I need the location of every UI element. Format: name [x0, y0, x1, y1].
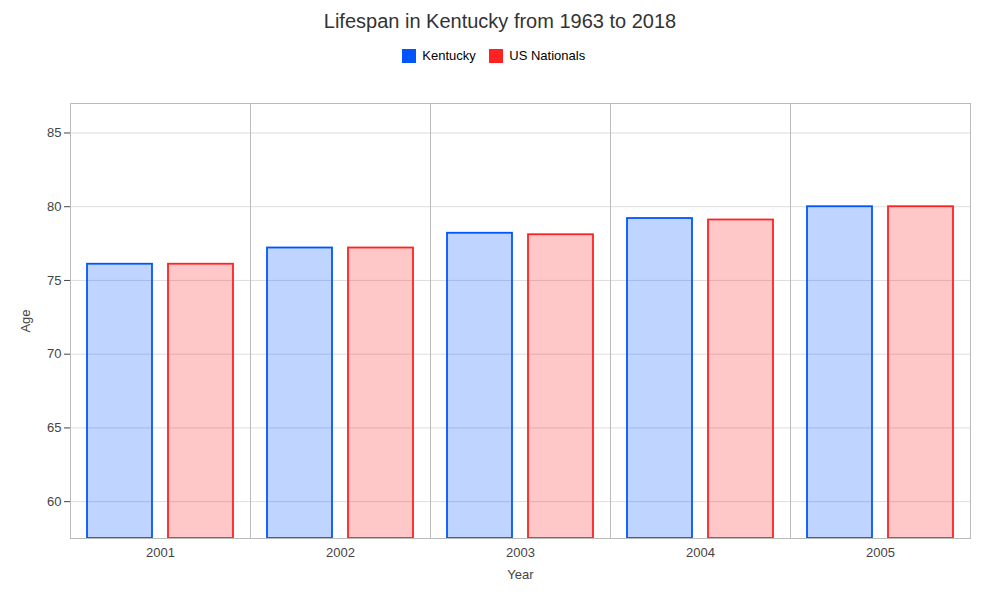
svg-text:2004: 2004 [686, 544, 715, 559]
html-text:Kentucky: Kentucky [422, 48, 476, 63]
svg-text:85: 85 [47, 125, 61, 140]
svg-text:2002: 2002 [326, 544, 355, 559]
svg-text:Age: Age [18, 309, 33, 332]
svg-text:2005: 2005 [866, 544, 895, 559]
svg-text:80: 80 [47, 198, 61, 213]
svg-text:2001: 2001 [146, 544, 175, 559]
svg-text:75: 75 [47, 272, 61, 287]
svg-text:70: 70 [47, 346, 61, 361]
svg-text:2003: 2003 [506, 544, 535, 559]
svg-text:60: 60 [47, 493, 61, 508]
svg-text:65: 65 [47, 420, 61, 435]
html-text:Lifespan in Kentucky from 1963: Lifespan in Kentucky from 1963 to 2018 [323, 10, 677, 32]
svg-text:Year: Year [507, 566, 534, 581]
html-text:US Nationals: US Nationals [509, 48, 586, 63]
